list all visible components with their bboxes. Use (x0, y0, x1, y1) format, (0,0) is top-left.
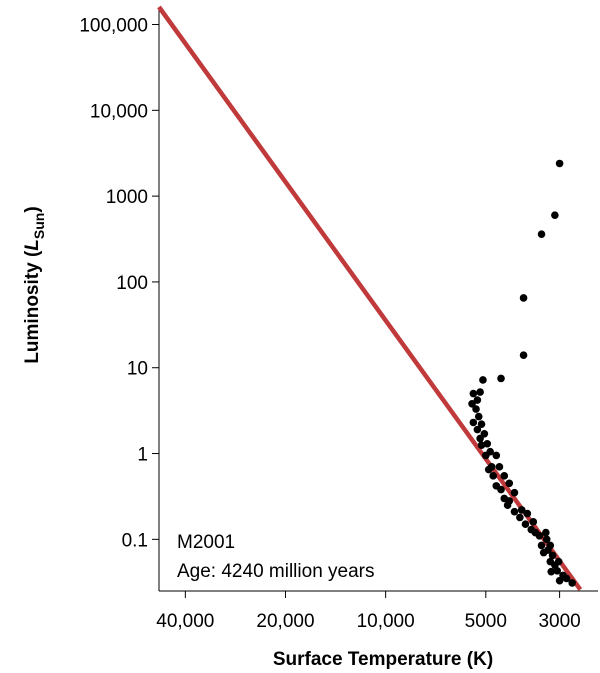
star-point (523, 509, 532, 518)
star-point (516, 513, 524, 522)
y-axis-title-text: Luminosity ( (22, 250, 43, 364)
x-tick-label: 20,000 (256, 611, 314, 632)
star-point (546, 557, 555, 566)
star-point (503, 501, 512, 509)
star-point (555, 576, 564, 585)
star-point (547, 567, 555, 576)
star-point (469, 389, 478, 398)
star-point (542, 528, 550, 537)
y-tick-label: 0.1 (122, 530, 148, 551)
x-tick-label: 3000 (538, 611, 580, 632)
star-point (477, 441, 486, 450)
star-point (473, 396, 482, 404)
star-point (519, 351, 528, 359)
star-point (484, 465, 493, 474)
star-point (489, 472, 498, 480)
y-tick-label: 1 (137, 445, 148, 466)
star-point (468, 399, 476, 408)
star-point (551, 211, 559, 219)
star-point (555, 159, 564, 168)
x-tick-label: 40,000 (156, 611, 214, 632)
star-point (537, 230, 546, 238)
star-point (542, 535, 551, 544)
star-point (477, 420, 486, 428)
x-axis-title: Surface Temperature (K) (273, 649, 493, 670)
star-point (539, 548, 548, 557)
star-point (527, 525, 536, 534)
y-tick-label: 1000 (106, 187, 148, 208)
x-ticks: 40,000 20,000 10,000 5000 3000 (156, 591, 581, 632)
y-ticks: 100,000 10,000 1000 100 10 1 0.1 (79, 16, 159, 551)
y-axis-title-subscript: Sun (31, 213, 47, 239)
star-point (479, 376, 487, 384)
data-layer (157, 5, 583, 591)
star-point (537, 541, 546, 550)
age-label: Age: 4240 million years (177, 561, 375, 582)
star-point (517, 506, 526, 514)
y-tick-label: 10 (127, 359, 148, 380)
star-point (474, 412, 483, 421)
star-point (554, 557, 563, 566)
star-point (476, 434, 484, 443)
star-point (497, 374, 505, 383)
y-tick-label: 100 (116, 273, 148, 294)
y-tick-label: 10,000 (90, 101, 148, 122)
cluster-label: M2001 (177, 532, 235, 553)
plot-axes (158, 7, 598, 592)
star-point (500, 472, 509, 480)
y-axis-title-close: ) (22, 206, 43, 212)
star-point (510, 507, 519, 516)
star-point (568, 579, 576, 587)
star-point (472, 405, 480, 413)
x-tick-label: 5000 (465, 611, 507, 632)
star-point (492, 482, 501, 490)
main-sequence-line (157, 5, 583, 591)
star-point (521, 520, 530, 529)
y-tick-label: 100,000 (79, 16, 148, 37)
x-tick-label: 10,000 (357, 611, 415, 632)
star-point (505, 479, 514, 488)
y-axis-title-symbol: L (22, 239, 43, 251)
star-point (483, 439, 492, 448)
star-point (519, 294, 528, 302)
star-point (469, 418, 478, 427)
star-point (476, 388, 484, 396)
star-point (500, 494, 509, 503)
star-point (495, 463, 504, 471)
star-point (510, 488, 519, 497)
star-point (482, 451, 490, 460)
y-axis-title: Luminosity (LSun) (22, 206, 47, 363)
star-point (473, 425, 482, 434)
star-point (529, 518, 538, 526)
star-point (548, 551, 557, 560)
star-point (492, 451, 501, 460)
